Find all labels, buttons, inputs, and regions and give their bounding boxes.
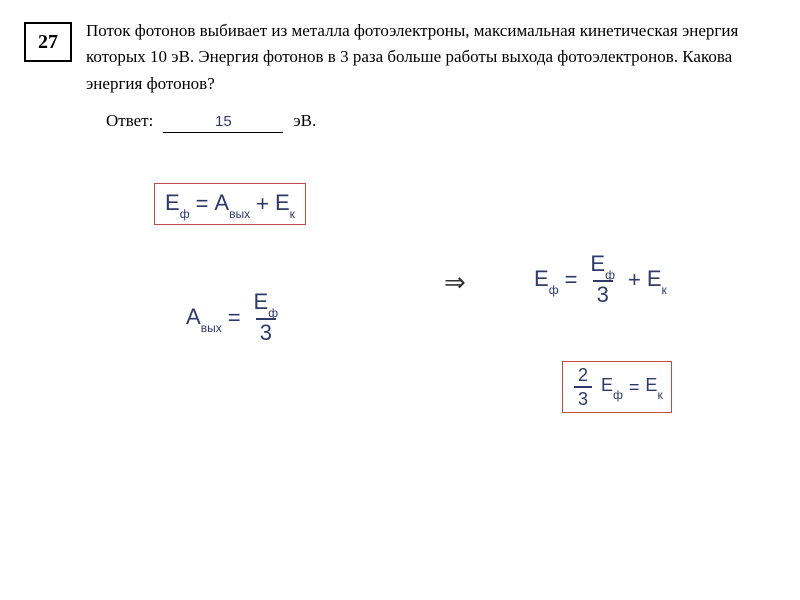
implication-arrow: ⇒ — [444, 267, 466, 298]
problem-row: 27 Поток фотонов выбивает из металла фот… — [24, 18, 776, 97]
work-area: Eф = Aвых + Eк Aвых = Eф 3 ⇒ — [24, 183, 776, 503]
answer-unit: эВ. — [293, 111, 316, 131]
answer-row: Ответ: 15 эВ. — [106, 111, 776, 133]
formula-main: Eф = Aвых + Eк — [154, 183, 306, 225]
formula-work-function: Aвых = Eф 3 — [186, 291, 285, 344]
answer-value: 15 — [163, 113, 283, 133]
problem-text: Поток фотонов выбивает из металла фотоэл… — [86, 18, 776, 97]
formula-final: 2 3 Eф = Eк — [562, 361, 672, 413]
problem-number: 27 — [24, 22, 72, 62]
formula-derived: Eф = Eф 3 + Eк — [534, 253, 667, 306]
answer-label: Ответ: — [106, 111, 153, 131]
